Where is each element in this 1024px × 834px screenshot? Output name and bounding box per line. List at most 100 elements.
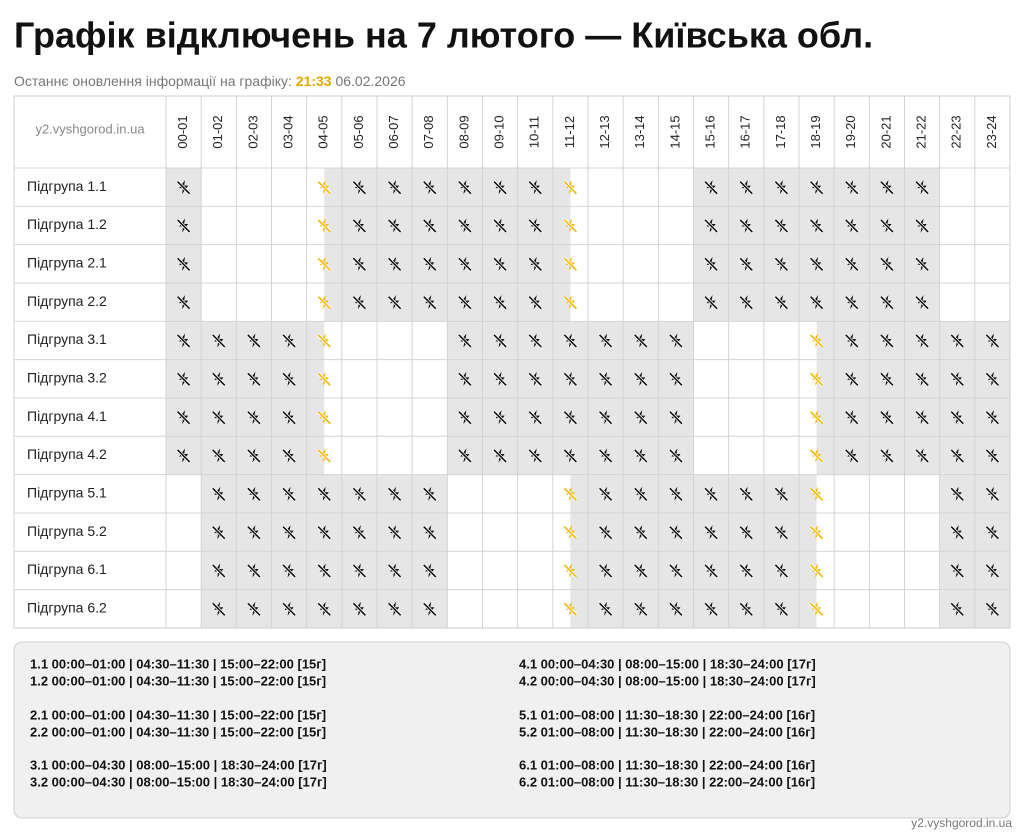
cell — [552, 359, 588, 398]
cell — [236, 474, 272, 513]
cell — [166, 397, 202, 437]
hour-header: 23-24 — [984, 115, 999, 148]
update-label: Останнє оновлення інформації на графіку: — [14, 73, 292, 89]
cell — [201, 321, 237, 360]
cell — [693, 206, 729, 245]
hour-header: 05-06 — [351, 115, 366, 148]
cell — [377, 168, 413, 207]
cell — [552, 321, 588, 360]
cell — [763, 244, 799, 283]
cell — [904, 397, 940, 437]
cell — [517, 436, 553, 475]
cell — [271, 436, 307, 475]
cell — [869, 168, 905, 207]
hour-header: 02-03 — [245, 115, 260, 148]
cell — [974, 321, 1010, 360]
cell — [236, 321, 272, 360]
cell — [728, 589, 764, 628]
cell — [377, 589, 413, 628]
hour-header: 14-15 — [667, 115, 682, 148]
cell — [799, 206, 835, 245]
hour-header: 07-08 — [421, 115, 436, 148]
cell — [482, 397, 518, 437]
cell — [763, 589, 799, 628]
cell-off-half — [799, 474, 817, 513]
cell — [306, 397, 332, 437]
cell — [482, 282, 518, 322]
legend-line: 2.2 00:00–01:00 | 04:30–11:30 | 15:00–22… — [30, 724, 326, 739]
cell — [834, 436, 870, 475]
cell — [939, 589, 975, 628]
hour-header: 13-14 — [632, 115, 647, 148]
cell — [517, 206, 553, 245]
row-label: Підгрупа 4.1 — [27, 408, 107, 424]
cell-off-half — [570, 474, 588, 513]
cell-off-half — [799, 551, 817, 590]
hour-header: 10-11 — [527, 116, 542, 148]
cell — [623, 512, 659, 552]
cell — [201, 512, 237, 552]
cell — [412, 168, 448, 207]
cell-off-half — [816, 436, 835, 475]
legend-line: 5.1 01:00–08:00 | 11:30–18:30 | 22:00–24… — [519, 707, 815, 722]
cell — [552, 206, 579, 245]
cell — [763, 282, 799, 322]
legend-line: 1.1 00:00–01:00 | 04:30–11:30 | 15:00–22… — [30, 656, 326, 671]
cell — [447, 359, 483, 398]
cell — [939, 551, 975, 590]
cell — [447, 168, 483, 207]
row-label: Підгрупа 4.2 — [27, 446, 107, 462]
legend-box — [13, 641, 1011, 819]
cell — [166, 168, 202, 207]
cell — [869, 436, 905, 475]
cell — [341, 589, 377, 628]
cell — [341, 551, 377, 590]
row-label: Підгрупа 5.1 — [27, 485, 107, 501]
hour-header: 12-13 — [597, 115, 612, 148]
cell-off-half — [324, 168, 342, 207]
cell — [341, 282, 377, 322]
cell — [412, 244, 448, 283]
row-label: Підгрупа 3.1 — [27, 331, 107, 347]
cell-off-half — [816, 359, 835, 398]
cell — [562, 589, 588, 628]
cell — [306, 512, 342, 552]
legend-line: 6.2 01:00–08:00 | 11:30–18:30 | 22:00–24… — [519, 774, 815, 789]
cell — [808, 397, 835, 437]
cell — [623, 551, 659, 590]
legend-line: 3.2 00:00–04:30 | 08:00–15:00 | 18:30–24… — [30, 774, 327, 789]
hour-header: 18-19 — [808, 115, 823, 148]
hour-header: 15-16 — [703, 115, 718, 148]
cell — [201, 474, 237, 513]
cell — [869, 206, 905, 245]
cell — [447, 397, 483, 437]
update-line: Останнє оновлення інформації на графіку:… — [14, 73, 406, 89]
cell — [693, 551, 729, 590]
cell — [974, 551, 1010, 590]
cell — [482, 359, 518, 398]
cell — [834, 282, 870, 322]
legend-line: 4.1 00:00–04:30 | 08:00–15:00 | 18:30–24… — [519, 656, 816, 671]
cell — [482, 206, 518, 245]
cell-off-half — [570, 589, 588, 628]
cell-off-half — [324, 206, 342, 245]
cell — [799, 168, 835, 207]
cell — [236, 436, 272, 475]
cell — [869, 321, 905, 360]
cell — [341, 206, 377, 245]
cell — [588, 397, 624, 437]
hour-header: 19-20 — [843, 115, 858, 148]
cell — [834, 397, 870, 437]
cell — [271, 474, 307, 513]
cell — [316, 206, 342, 245]
legend-line: 5.2 01:00–08:00 | 11:30–18:30 | 22:00–24… — [519, 724, 815, 739]
cell — [763, 206, 799, 245]
cell — [658, 436, 694, 475]
cell — [939, 436, 975, 475]
cell — [658, 359, 694, 398]
row-label: Підгрупа 6.1 — [27, 561, 107, 577]
cell — [236, 397, 272, 437]
cell — [728, 244, 764, 283]
cell — [236, 512, 272, 552]
